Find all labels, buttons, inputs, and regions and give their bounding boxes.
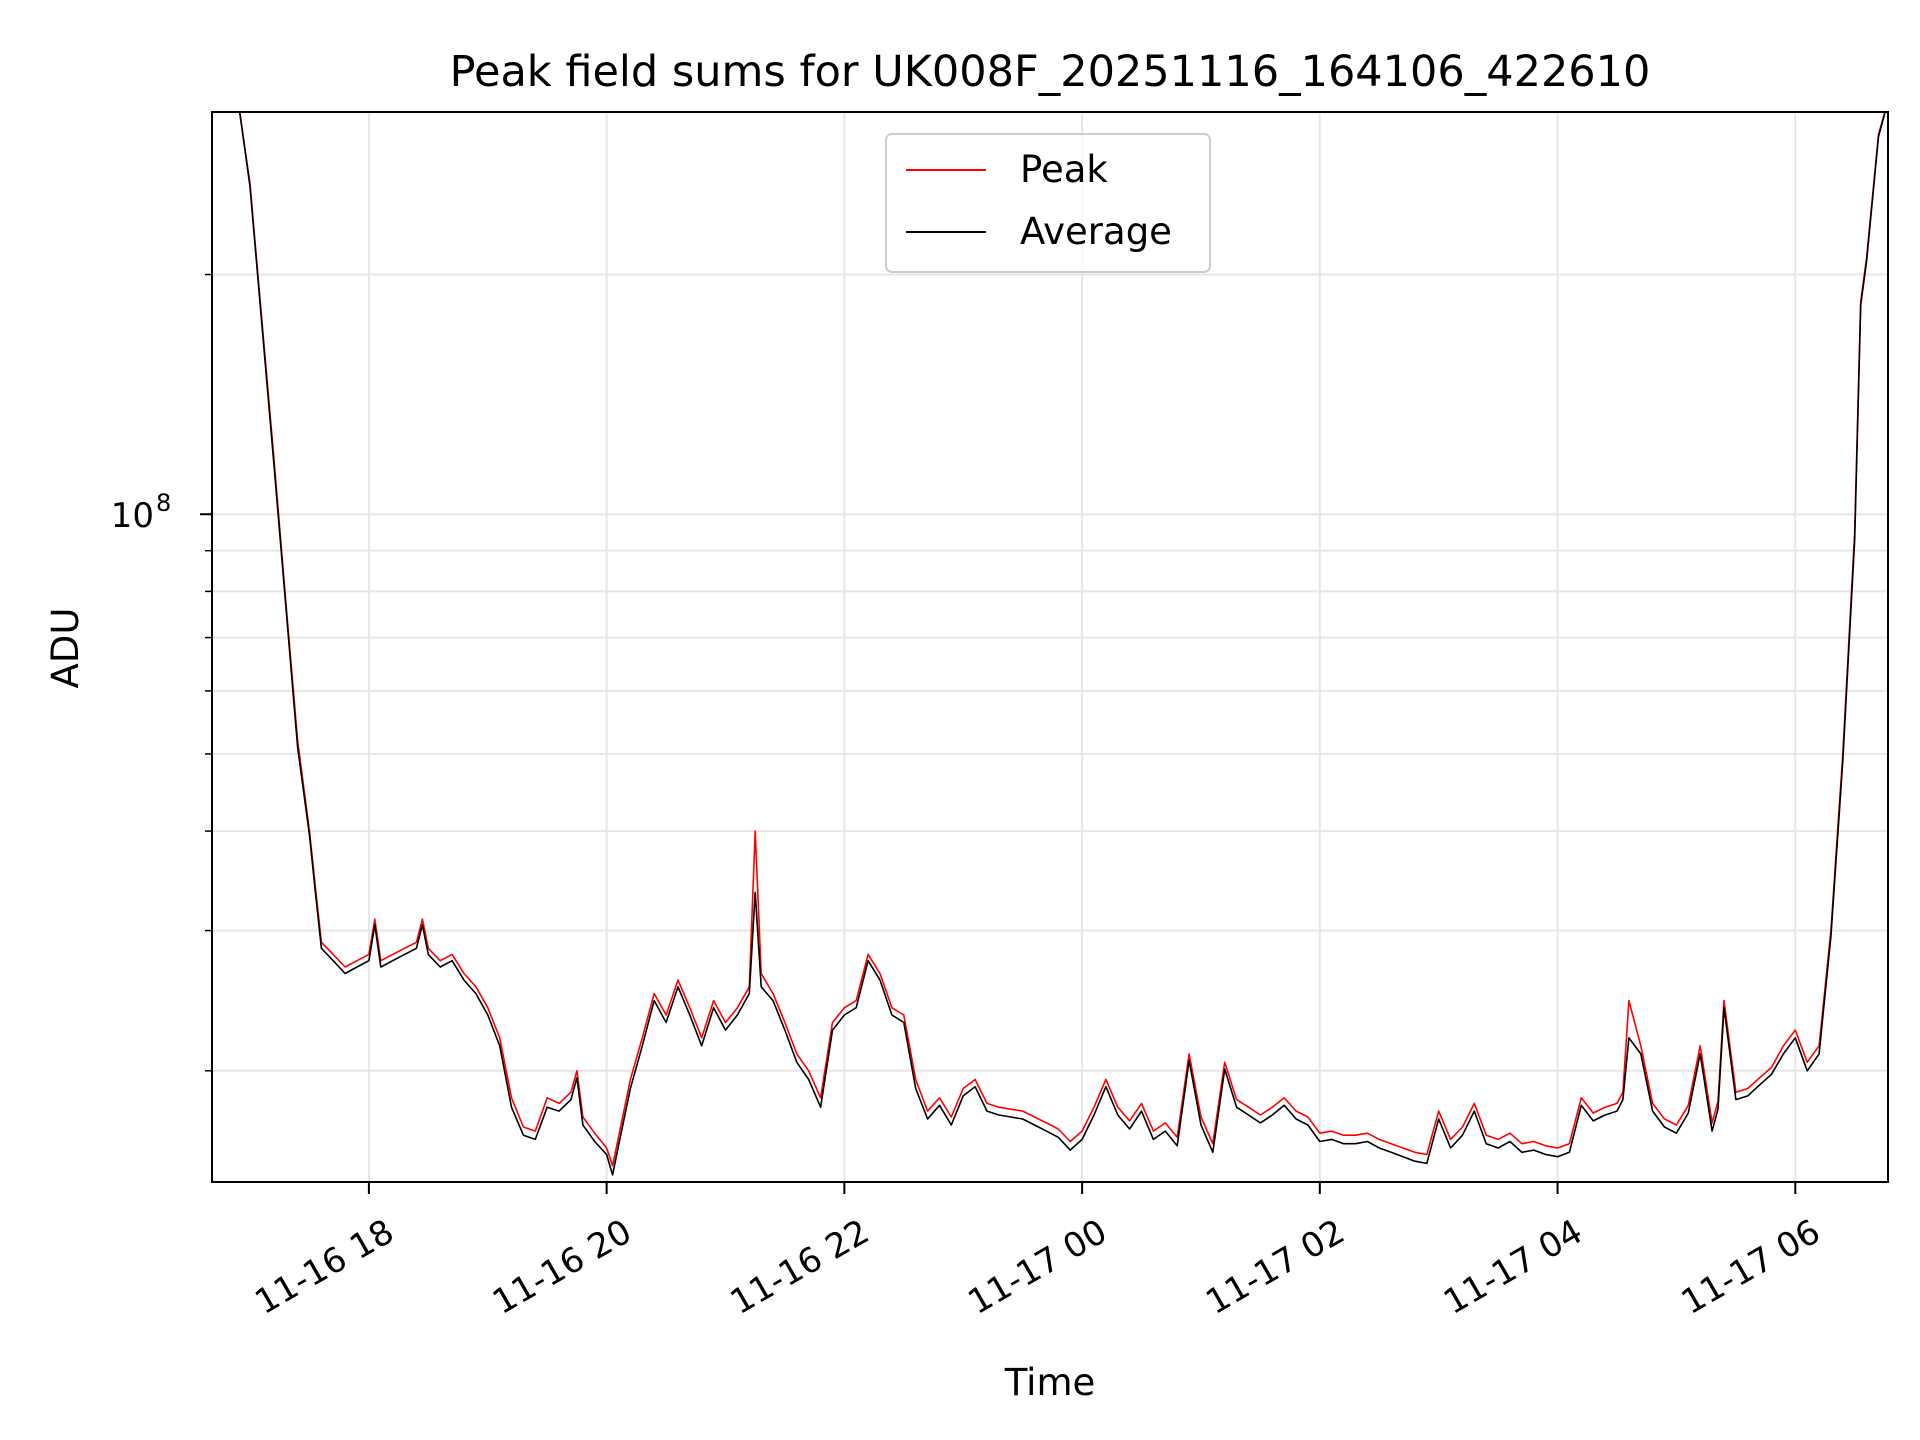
legend-label-average: Average — [1020, 210, 1172, 253]
series-line-peak — [238, 112, 1886, 1167]
grid-layer — [212, 112, 1888, 1182]
legend-box — [885, 133, 1211, 273]
y-axis-label: ADU — [44, 608, 87, 689]
chart-title: Peak field sums for UK008F_20251116_1641… — [450, 47, 1651, 97]
series-line-average — [238, 112, 1886, 1176]
y-tick-label-base: 10 — [111, 496, 154, 536]
y-tick-label-exponent: 8 — [156, 489, 171, 517]
y-tick-label: 10 8 — [111, 489, 172, 536]
series-layer — [238, 112, 1886, 1176]
legend-label-peak: Peak — [1020, 148, 1108, 191]
x-axis-label: Time — [1004, 1361, 1096, 1404]
legend: Peak Average — [885, 133, 1211, 273]
plot-area-frame — [211, 111, 1889, 1183]
